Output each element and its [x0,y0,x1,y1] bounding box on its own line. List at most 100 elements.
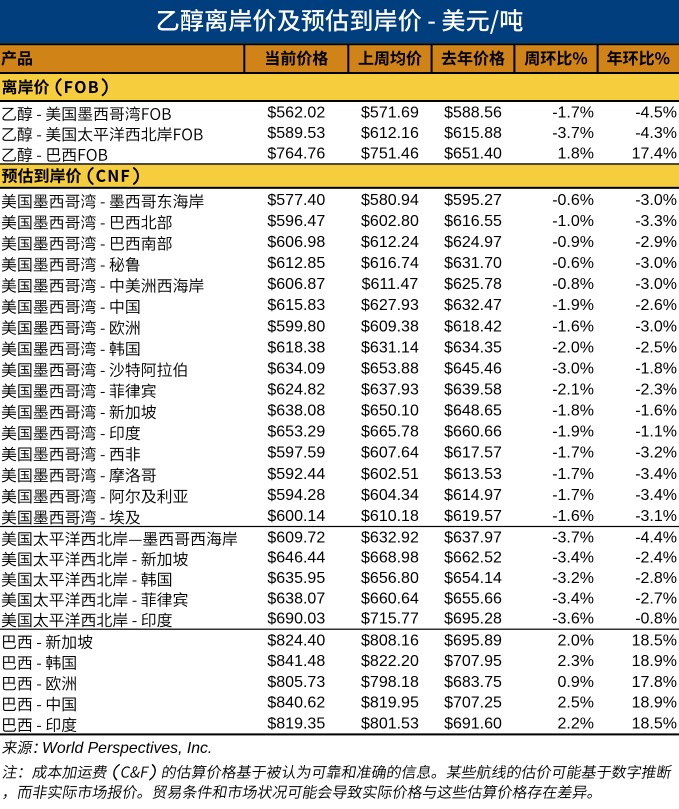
svg-text:18.5%: 18.5% [632,715,677,732]
svg-text:$655.66: $655.66 [444,590,502,607]
svg-text:$805.73: $805.73 [267,674,325,691]
svg-text:-0.8%: -0.8% [635,611,677,628]
svg-text:-2.8%: -2.8% [635,570,677,587]
svg-text:$715.77: $715.77 [361,611,419,628]
svg-text:$819.95: $819.95 [361,695,419,712]
svg-text:-4.5%: -4.5% [635,104,677,121]
svg-text:-2.6%: -2.6% [635,297,677,314]
svg-text:$562.02: $562.02 [267,104,325,121]
svg-text:-4.4%: -4.4% [635,529,677,546]
svg-text:$616.55: $616.55 [444,213,502,230]
svg-text:$612.24: $612.24 [361,234,419,251]
svg-text:$614.97: $614.97 [444,487,502,504]
svg-text:$606.87: $606.87 [267,276,325,293]
svg-text:0.9%: 0.9% [558,674,594,691]
svg-text:-3.0%: -3.0% [635,255,677,272]
svg-text:$798.18: $798.18 [361,674,419,691]
svg-text:$606.98: $606.98 [267,234,325,251]
svg-text:$638.08: $638.08 [267,403,325,420]
svg-text:$634.09: $634.09 [267,360,325,377]
svg-text:-1.7%: -1.7% [552,445,594,462]
svg-text:$654.14: $654.14 [444,570,502,587]
svg-text:$627.93: $627.93 [361,297,419,314]
svg-text:-1.9%: -1.9% [552,297,594,314]
svg-text:$571.69: $571.69 [361,104,419,121]
svg-text:-2.5%: -2.5% [635,339,677,356]
svg-text:$580.94: $580.94 [361,192,419,209]
svg-text:$637.97: $637.97 [444,529,502,546]
svg-text:$594.28: $594.28 [267,487,325,504]
svg-text:$609.72: $609.72 [267,529,325,546]
svg-text:$841.48: $841.48 [267,653,325,670]
svg-text:-3.1%: -3.1% [635,508,677,525]
svg-text:$662.52: $662.52 [444,550,502,567]
svg-text:18.5%: 18.5% [632,633,677,650]
svg-text:$822.20: $822.20 [361,653,419,670]
svg-text:$634.35: $634.35 [444,339,502,356]
svg-text:$599.80: $599.80 [267,318,325,335]
svg-text:$612.85: $612.85 [267,255,325,272]
svg-text:$610.18: $610.18 [361,508,419,525]
svg-text:-3.2%: -3.2% [552,570,594,587]
svg-text:$613.53: $613.53 [444,466,502,483]
svg-text:-2.7%: -2.7% [635,590,677,607]
svg-text:-3.3%: -3.3% [635,213,677,230]
svg-text:$602.80: $602.80 [361,213,419,230]
svg-text:-1.0%: -1.0% [552,213,594,230]
svg-text:$596.47: $596.47 [267,213,325,230]
svg-text:$764.76: $764.76 [267,145,325,162]
svg-text:$665.78: $665.78 [361,424,419,441]
svg-text:-1.9%: -1.9% [552,424,594,441]
svg-text:-1.6%: -1.6% [635,403,677,420]
svg-text:$707.95: $707.95 [444,653,502,670]
svg-text:-3.4%: -3.4% [635,487,677,504]
svg-text:$597.59: $597.59 [267,445,325,462]
svg-text:$589.53: $589.53 [267,125,325,142]
svg-text:2.5%: 2.5% [558,695,594,712]
svg-text:$600.14: $600.14 [267,508,325,525]
svg-text:$650.10: $650.10 [361,403,419,420]
svg-text:-3.0%: -3.0% [552,360,594,377]
svg-text:-1.7%: -1.7% [552,104,594,121]
svg-text:18.9%: 18.9% [632,653,677,670]
svg-text:$577.40: $577.40 [267,192,325,209]
svg-text:$618.38: $618.38 [267,339,325,356]
svg-text:$615.88: $615.88 [444,125,502,142]
svg-text:$612.16: $612.16 [361,125,419,142]
svg-text:$646.44: $646.44 [267,550,325,567]
svg-text:$624.97: $624.97 [444,234,502,251]
svg-text:$637.93: $637.93 [361,381,419,398]
svg-text:$632.47: $632.47 [444,297,502,314]
svg-text:$653.29: $653.29 [267,424,325,441]
svg-text:$616.74: $616.74 [361,255,419,272]
svg-text:-1.8%: -1.8% [552,403,594,420]
svg-text:-0.6%: -0.6% [552,192,594,209]
svg-text:$617.57: $617.57 [444,445,502,462]
svg-text:$690.03: $690.03 [267,611,325,628]
svg-text:-3.2%: -3.2% [635,445,677,462]
svg-text:$624.82: $624.82 [267,381,325,398]
svg-text:1.8%: 1.8% [558,145,594,162]
svg-text:-3.7%: -3.7% [552,125,594,142]
svg-text:-2.0%: -2.0% [552,339,594,356]
svg-text:-1.6%: -1.6% [552,508,594,525]
svg-text:$631.14: $631.14 [361,339,419,356]
svg-text:-1.7%: -1.7% [552,487,594,504]
svg-text:-3.0%: -3.0% [635,318,677,335]
svg-text:$611.47: $611.47 [362,276,419,293]
svg-text:$656.80: $656.80 [361,570,419,587]
svg-text:$651.40: $651.40 [444,145,502,162]
svg-text:$609.38: $609.38 [361,318,419,335]
svg-text:$607.64: $607.64 [361,445,419,462]
svg-text:-1.1%: -1.1% [635,424,677,441]
svg-text:-3.4%: -3.4% [552,590,594,607]
svg-text:$639.58: $639.58 [444,381,502,398]
svg-text:-2.9%: -2.9% [635,234,677,251]
svg-text:-0.6%: -0.6% [552,255,594,272]
svg-text:$668.98: $668.98 [361,550,419,567]
svg-text:-3.4%: -3.4% [635,466,677,483]
svg-text:$595.27: $595.27 [444,192,502,209]
svg-text:$683.75: $683.75 [444,674,502,691]
svg-text:$660.66: $660.66 [444,424,502,441]
svg-text:-0.9%: -0.9% [552,234,594,251]
